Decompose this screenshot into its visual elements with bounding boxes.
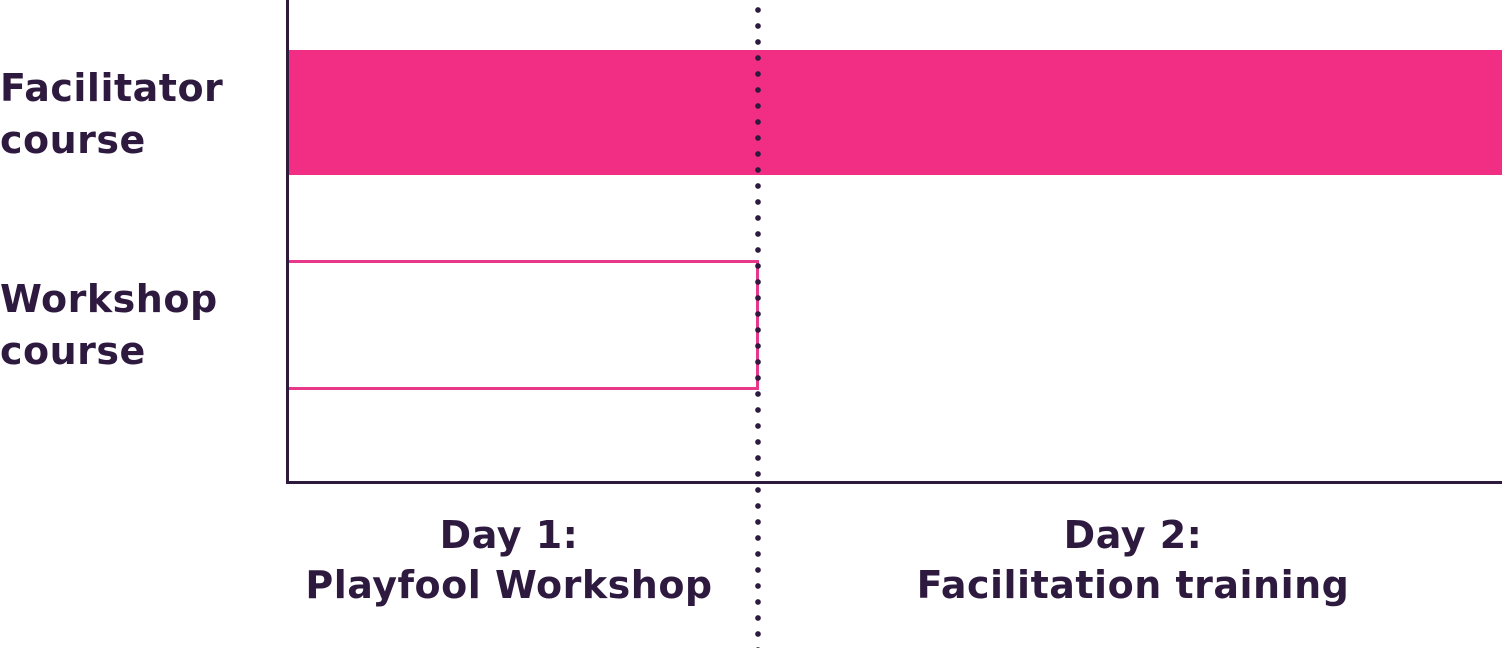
day-divider-dotted-line — [755, 0, 761, 648]
day-1-label: Day 1: Playfool Workshop — [289, 510, 729, 610]
row-label-line: course — [0, 329, 146, 373]
vertical-axis — [286, 0, 289, 484]
day-label-line: Playfool Workshop — [305, 563, 713, 607]
row-label-facilitator-course: Facilitator course — [0, 62, 223, 166]
day-label-line: Facilitation training — [916, 563, 1350, 607]
horizontal-axis — [286, 481, 1502, 484]
row-label-line: Workshop — [0, 277, 218, 321]
day-label-line: Day 2: — [1063, 513, 1203, 557]
facilitator-course-bar — [289, 50, 1502, 175]
row-label-line: Facilitator — [0, 66, 224, 110]
day-label-line: Day 1: — [439, 513, 579, 557]
row-label-line: course — [0, 118, 146, 162]
workshop-course-bar — [289, 260, 759, 390]
row-label-workshop-course: Workshop course — [0, 273, 218, 377]
day-2-label: Day 2: Facilitation training — [900, 510, 1366, 610]
